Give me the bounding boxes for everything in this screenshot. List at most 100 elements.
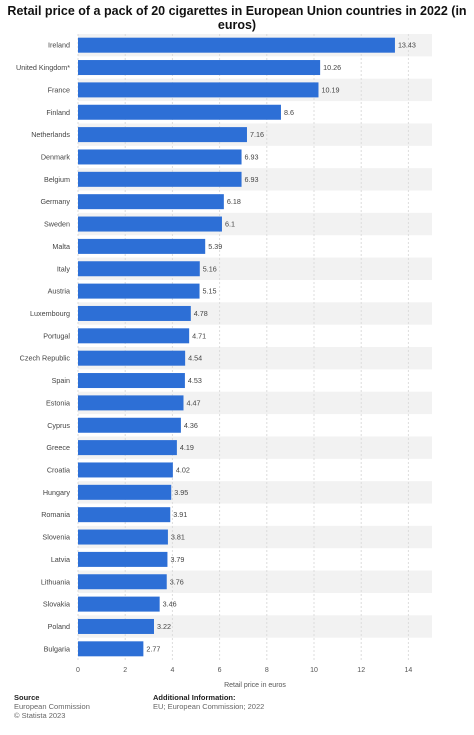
- data-label: 3.95: [174, 488, 188, 497]
- data-label: 10.26: [323, 63, 341, 72]
- data-label: 4.19: [180, 443, 194, 452]
- data-label: 3.91: [173, 510, 187, 519]
- category-label: Italy: [57, 264, 71, 273]
- category-label: Luxembourg: [30, 309, 70, 318]
- data-label: 6.18: [227, 197, 241, 206]
- bar: [78, 618, 154, 634]
- data-label: 3.22: [157, 622, 171, 631]
- bar: [78, 641, 144, 657]
- x-tick-label: 10: [310, 667, 318, 674]
- x-tick-label: 14: [405, 667, 413, 674]
- category-label: Austria: [48, 287, 70, 296]
- x-axis-label: Retail price in euros: [224, 682, 286, 689]
- data-label: 4.54: [188, 354, 202, 363]
- category-label: Slovakia: [43, 600, 70, 609]
- category-label: Greece: [46, 443, 70, 452]
- bar: [78, 305, 191, 321]
- category-label: Latvia: [51, 555, 70, 564]
- source-line-2: © Statista 2023: [14, 711, 66, 720]
- category-label: Belgium: [44, 175, 70, 184]
- category-label: Spain: [52, 376, 70, 385]
- data-label: 4.36: [184, 421, 198, 430]
- data-label: 4.71: [192, 331, 206, 340]
- data-label: 3.79: [170, 555, 184, 564]
- category-label: Portugal: [43, 331, 70, 340]
- bar: [78, 328, 190, 344]
- source-block: Source European Commission © Statista 20…: [14, 693, 90, 720]
- bar: [78, 350, 186, 366]
- bar: [78, 104, 281, 120]
- bar: [78, 37, 395, 53]
- bar: [78, 507, 171, 523]
- category-label: Bulgaria: [44, 644, 70, 653]
- category-label: Cyprus: [47, 421, 70, 430]
- data-label: 5.39: [208, 242, 222, 251]
- bar: [78, 529, 168, 545]
- bar: [78, 60, 321, 76]
- data-label: 4.02: [176, 465, 190, 474]
- bar: [78, 149, 242, 165]
- data-label: 10.19: [321, 85, 339, 94]
- x-tick-label: 4: [170, 667, 174, 674]
- bar: [78, 574, 167, 590]
- category-label: Czech Republic: [20, 354, 71, 363]
- data-label: 13.43: [398, 41, 416, 50]
- category-label: United Kingdom*: [16, 63, 70, 72]
- x-tick-label: 6: [218, 667, 222, 674]
- source-line-1: European Commission: [14, 702, 90, 711]
- bar: [78, 395, 184, 411]
- x-tick-label: 0: [76, 667, 80, 674]
- data-label: 5.15: [203, 287, 217, 296]
- data-label: 4.78: [194, 309, 208, 318]
- bar: [78, 216, 222, 232]
- x-tick-label: 12: [357, 667, 365, 674]
- bar: [78, 261, 200, 277]
- data-label: 6.1: [225, 220, 235, 229]
- data-label: 3.81: [171, 533, 185, 542]
- bar: [78, 194, 224, 210]
- category-label: France: [48, 85, 70, 94]
- data-label: 4.53: [188, 376, 202, 385]
- category-label: Netherlands: [31, 130, 70, 139]
- bar: [78, 127, 247, 143]
- category-label: Poland: [48, 622, 70, 631]
- data-label: 6.93: [245, 175, 259, 184]
- bar: [78, 551, 168, 567]
- category-label: Croatia: [47, 465, 70, 474]
- bar: [78, 283, 200, 299]
- category-label: Ireland: [48, 41, 70, 50]
- bar: [78, 440, 177, 456]
- chart-title: Retail price of a pack of 20 cigarettes …: [7, 4, 467, 32]
- category-label: Lithuania: [41, 577, 70, 586]
- data-label: 2.77: [146, 644, 160, 653]
- source-label: Source: [14, 693, 40, 702]
- bar: [78, 596, 160, 612]
- data-label: 8.6: [284, 108, 294, 117]
- row-band: [78, 615, 432, 638]
- bar: [78, 417, 181, 433]
- data-label: 5.16: [203, 264, 217, 273]
- data-label: 4.47: [186, 398, 200, 407]
- bar: [78, 484, 172, 500]
- category-label: Denmark: [41, 152, 71, 161]
- data-label: 3.46: [163, 600, 177, 609]
- category-label: Germany: [40, 197, 70, 206]
- category-label: Malta: [52, 242, 70, 251]
- category-label: Romania: [41, 510, 70, 519]
- additional-info-line-1: EU; European Commission; 2022: [153, 702, 265, 711]
- data-label: 3.76: [170, 577, 184, 586]
- additional-info-label: Additional Information:: [153, 693, 236, 702]
- data-label: 7.16: [250, 130, 264, 139]
- category-label: Sweden: [44, 220, 70, 229]
- x-tick-label: 2: [123, 667, 127, 674]
- category-label: Finland: [46, 108, 70, 117]
- bar: [78, 373, 185, 389]
- bar: [78, 238, 206, 254]
- bar: [78, 171, 242, 187]
- category-label: Slovenia: [42, 533, 70, 542]
- category-label: Hungary: [43, 488, 71, 497]
- category-label: Estonia: [46, 398, 70, 407]
- data-label: 6.93: [245, 152, 259, 161]
- bar: [78, 462, 173, 478]
